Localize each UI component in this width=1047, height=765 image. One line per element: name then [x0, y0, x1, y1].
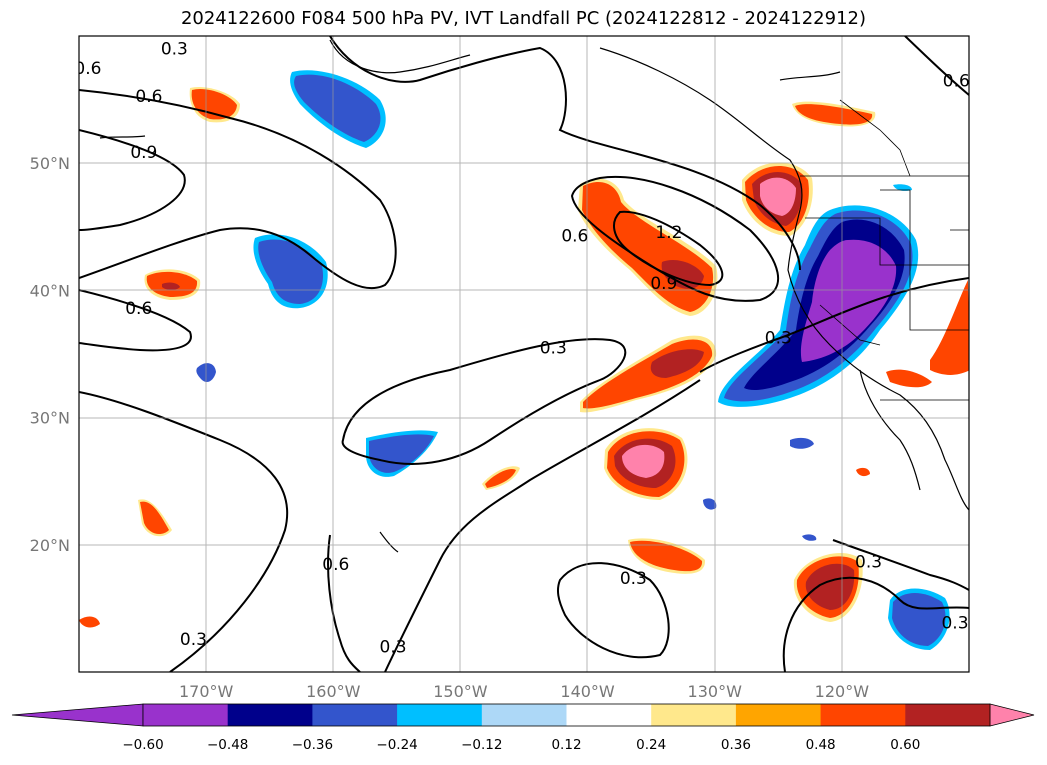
colorbar-tick-label: 0.60 — [890, 737, 920, 753]
colorbar-tick-label: −0.12 — [461, 737, 502, 753]
colorbar-segment — [566, 704, 652, 726]
contour-label: 0.6 — [943, 72, 970, 92]
negative-anomaly-gulf-alaska — [290, 70, 386, 148]
positive-anomaly-british-columbia — [792, 101, 876, 127]
contour-label: 0.3 — [620, 569, 647, 589]
contour-label: 0.3 — [540, 339, 567, 359]
colorbar-tick-label: −0.36 — [292, 737, 333, 753]
lat-tick-label: 30°N — [30, 409, 70, 428]
contour-label: 0.3 — [161, 40, 188, 60]
positive-anomaly-interior-west — [886, 280, 969, 388]
contour-label: 0.9 — [130, 143, 157, 163]
longitude-labels: 170°W 160°W 150°W 140°W 130°W 120°W — [179, 682, 869, 701]
positive-anomaly-20n — [628, 538, 706, 574]
contour-label: 0.6 — [561, 227, 588, 247]
contour-label: 0.6 — [125, 299, 152, 319]
colorbar-segment — [481, 704, 567, 726]
negative-anomaly-small-3 — [703, 498, 717, 510]
contour-label: 0.3 — [941, 613, 968, 633]
colorbar: −0.60 −0.48 −0.36 −0.24 −0.12 0.12 0.24 0.36 0.4… — [11, 703, 1035, 753]
colorbar-tick-label: −0.60 — [122, 737, 163, 753]
positive-anomaly-170w-40n — [144, 269, 201, 300]
contour-label: 1.2 — [655, 223, 682, 243]
colorbar-segment — [651, 704, 737, 726]
lon-tick-label: 170°W — [179, 682, 234, 701]
negative-anomaly-small-4 — [802, 534, 817, 541]
colorbar-outline — [142, 703, 991, 727]
colorbar-tick-label: 0.48 — [806, 737, 836, 753]
positive-anomaly-small-a — [482, 466, 520, 490]
map-frame — [78, 35, 970, 673]
colorbar-tick-label: −0.48 — [207, 737, 248, 753]
contour-label: 0.6 — [74, 59, 101, 79]
colorbar-tick-label: 0.12 — [551, 737, 581, 753]
colorbar-extend-high — [989, 703, 1035, 727]
latitude-labels: 50°N 40°N 30°N 20°N — [30, 154, 70, 555]
contour-label: 0.3 — [380, 638, 407, 658]
colorbar-segment — [905, 704, 991, 726]
lat-tick-label: 50°N — [30, 154, 70, 173]
ivt-contours — [79, 36, 969, 672]
map-title: 2024122600 F084 500 hPa PV, IVT Landfall… — [180, 8, 867, 29]
positive-anomaly-30n — [604, 428, 688, 500]
negative-anomaly-small-2 — [790, 437, 814, 449]
colorbar-segment — [820, 704, 906, 726]
colorbar-segment — [735, 704, 822, 726]
colorbar-segment — [397, 704, 483, 726]
contour-label-layer: 0.3 0.6 0.9 0.6 0.6 1.2 0.9 0.3 0.3 0.6 0.6 0.3 0.3 0… — [74, 40, 970, 658]
lon-tick-label: 160°W — [306, 682, 361, 701]
positive-anomaly-small-c — [856, 467, 870, 477]
contour-label: 0.3 — [180, 630, 207, 650]
contour-label: 0.9 — [650, 274, 677, 294]
colorbar-segment — [143, 704, 229, 726]
contour-label: 0.6 — [135, 87, 162, 107]
colorbar-segment — [227, 704, 313, 726]
colorbar-extend-low — [11, 703, 144, 727]
negative-anomaly-small-5 — [893, 184, 912, 191]
negative-anomaly-california — [718, 205, 919, 407]
positive-anomaly-subtropical-band — [580, 335, 717, 413]
colorbar-segment — [312, 704, 398, 726]
colorbar-tick-label: 0.36 — [721, 737, 751, 753]
positive-anomaly-small-b — [138, 499, 172, 537]
lon-tick-label: 150°W — [433, 682, 488, 701]
lat-tick-label: 40°N — [30, 281, 70, 300]
lon-tick-label: 130°W — [688, 682, 743, 701]
colorbar-tick-label: −0.24 — [376, 737, 417, 753]
colorbar-tick-label: 0.24 — [636, 737, 666, 753]
contour-label: 0.3 — [855, 552, 882, 572]
gridlines — [79, 36, 969, 672]
lat-tick-label: 20°N — [30, 536, 70, 555]
negative-anomaly-subtropical — [366, 430, 438, 477]
lon-tick-label: 120°W — [815, 682, 870, 701]
positive-anomaly-edge — [79, 616, 100, 628]
contour-label: 0.6 — [322, 555, 349, 575]
lon-tick-label: 140°W — [560, 682, 615, 701]
contour-label: 0.3 — [765, 328, 792, 348]
positive-anomaly-vancouver — [742, 162, 813, 236]
coastlines — [99, 39, 969, 553]
